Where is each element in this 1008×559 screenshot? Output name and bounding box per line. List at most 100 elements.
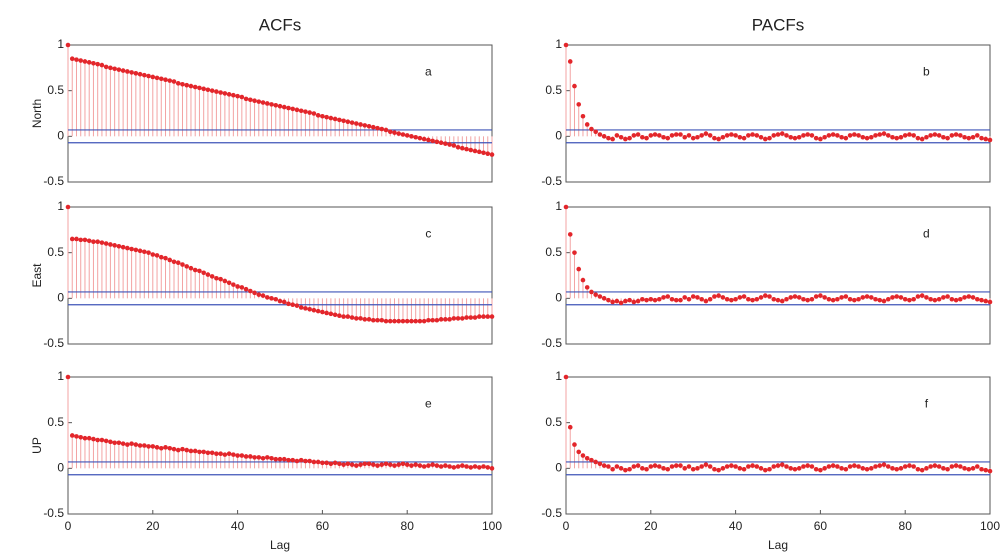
point [813,466,819,472]
point [112,243,117,248]
point [839,466,844,471]
point [370,462,376,467]
point [86,238,92,244]
point [468,465,474,470]
y-tick-label: -0.5 [541,506,562,520]
point [936,133,942,138]
point [724,296,730,302]
point [720,295,726,300]
point [652,297,658,303]
point [945,466,950,472]
point [631,299,637,305]
point [112,66,117,72]
point [142,72,147,78]
point [264,455,270,460]
point [974,296,980,302]
point [724,464,730,469]
point [949,296,955,302]
point [451,465,457,470]
point [239,94,245,100]
x-tick-label: 0 [65,519,72,533]
point [860,295,866,300]
point [175,447,181,453]
point [125,245,130,251]
y-tick-label: 0.5 [545,245,562,259]
point [103,438,109,444]
point [885,296,891,302]
point [91,239,96,245]
point [835,464,840,469]
point [945,135,950,141]
point [108,439,113,445]
point [750,132,755,137]
point [902,464,908,469]
point [197,449,202,455]
point [970,295,976,300]
point [209,450,215,456]
point [915,135,921,141]
point [826,133,832,138]
point [962,466,967,471]
point [180,446,185,452]
point [417,135,423,141]
y-tick-label: 0.5 [545,415,562,429]
point [919,467,925,473]
point [924,134,929,140]
point [205,272,211,277]
point [856,464,861,469]
point [404,133,410,138]
point [974,464,980,469]
point [915,294,921,299]
point [919,293,925,298]
point [890,134,895,140]
point [695,466,700,471]
point [945,294,950,299]
point [712,466,717,472]
point [362,461,368,467]
point [451,143,457,148]
point [716,136,721,142]
point [758,134,764,140]
point [665,466,671,472]
y-tick-label: 0 [57,291,64,305]
point [919,136,925,142]
point [835,133,840,138]
point [120,68,126,73]
plot-frame [565,206,991,345]
point [983,298,989,304]
point [86,435,92,441]
point [468,315,474,320]
point [426,317,431,323]
point [430,138,435,144]
point [979,297,984,303]
point [902,133,908,138]
point [682,134,688,140]
point [167,445,173,451]
point [784,464,789,469]
point [252,98,257,104]
point [779,131,785,136]
point [741,294,747,299]
point [928,464,933,469]
point [366,123,372,129]
point [627,466,632,472]
point [661,466,666,471]
point [248,288,253,294]
point [349,462,355,467]
point [337,313,342,318]
point [345,119,351,125]
point [82,435,88,441]
point [472,464,478,469]
point [192,84,198,90]
point [65,204,71,210]
point [741,466,747,472]
point [741,135,747,141]
point [383,318,389,324]
point [979,466,984,472]
point [324,114,329,120]
point [133,442,139,447]
point [830,132,836,137]
point [180,262,185,267]
point [941,134,946,140]
point [112,440,117,446]
